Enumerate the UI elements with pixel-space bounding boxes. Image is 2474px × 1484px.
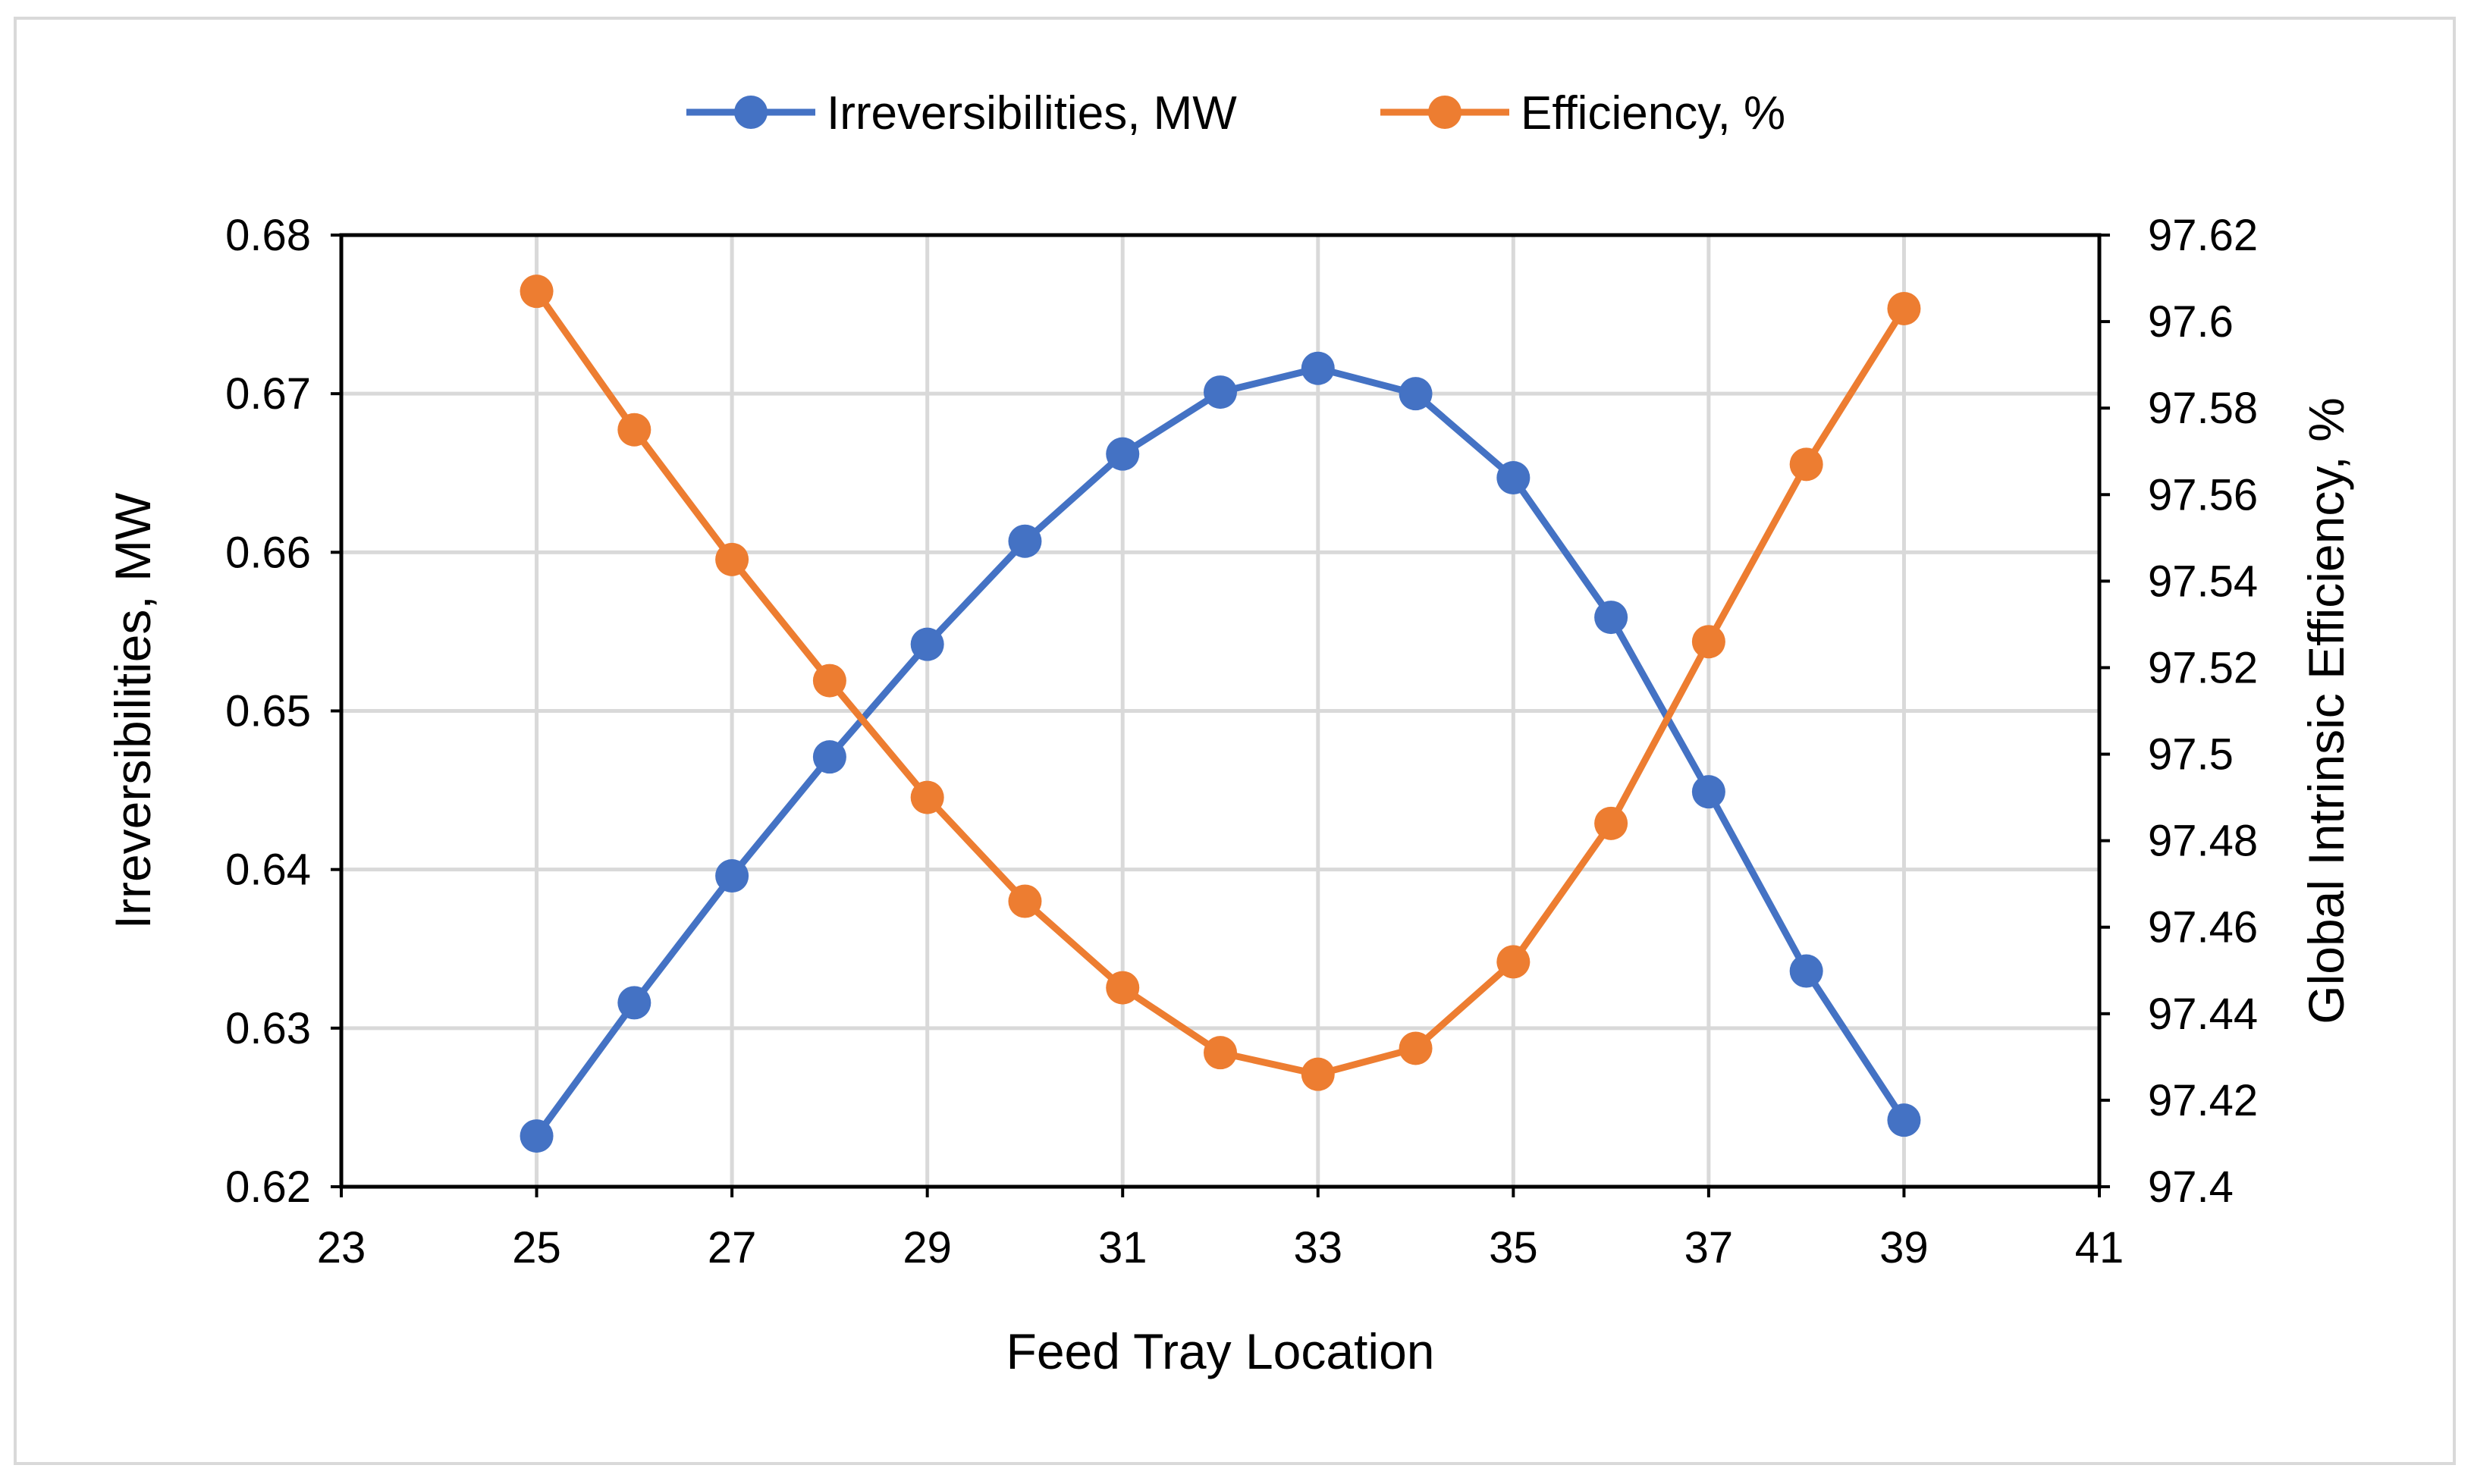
y-tick-label: 0.64 <box>225 846 311 895</box>
data-point-irreversibilities <box>1106 437 1140 471</box>
y2-axis-title: Global Intrinsic Efficiency, % <box>2298 397 2354 1024</box>
data-point-efficiency <box>910 780 944 814</box>
data-point-efficiency <box>715 542 749 576</box>
data-point-irreversibilities <box>910 627 944 661</box>
data-point-irreversibilities <box>715 859 749 893</box>
data-point-efficiency <box>1204 1036 1237 1070</box>
y2-tick-label: 97.56 <box>2148 470 2258 519</box>
data-point-irreversibilities <box>1691 775 1725 809</box>
data-point-efficiency <box>1594 806 1628 840</box>
y2-tick-label: 97.4 <box>2148 1162 2234 1212</box>
y2-tick-label: 97.42 <box>2148 1076 2258 1125</box>
x-tick-label: 31 <box>1098 1223 1148 1272</box>
data-point-irreversibilities <box>1008 524 1042 558</box>
y-tick-label: 0.68 <box>225 211 311 260</box>
data-point-irreversibilities <box>1399 377 1433 411</box>
legend-irreversibilities-label: Irreversibilities, MW <box>827 87 1237 140</box>
legend-efficiency-marker <box>1428 96 1461 129</box>
data-point-irreversibilities <box>1204 375 1237 409</box>
y-tick-label: 0.62 <box>225 1162 311 1212</box>
data-point-efficiency <box>1691 625 1725 659</box>
y2-tick-label: 97.58 <box>2148 384 2258 433</box>
y2-tick-label: 97.48 <box>2148 817 2258 866</box>
data-point-efficiency <box>1887 291 1921 325</box>
x-tick-label: 41 <box>2075 1223 2124 1272</box>
y2-tick-label: 97.6 <box>2148 297 2234 347</box>
data-point-efficiency <box>520 275 554 309</box>
y-tick-label: 0.67 <box>225 369 311 419</box>
data-point-efficiency <box>1399 1031 1433 1065</box>
series-line-irreversibilities <box>533 365 1907 1138</box>
y-tick-label: 0.65 <box>225 687 311 736</box>
gridlines <box>341 235 2099 1187</box>
legend-irreversibilities-marker <box>734 96 768 129</box>
y2-tick-label: 97.52 <box>2148 643 2258 692</box>
x-tick-label: 29 <box>903 1223 952 1272</box>
x-tick-label: 33 <box>1294 1223 1343 1272</box>
data-point-efficiency <box>617 413 651 447</box>
x-axis-title: Feed Tray Location <box>1006 1323 1435 1379</box>
y-tick-label: 0.63 <box>225 1004 311 1053</box>
data-point-efficiency <box>1496 945 1531 979</box>
data-point-irreversibilities <box>1301 351 1335 385</box>
data-point-irreversibilities <box>1594 601 1628 635</box>
x-tick-label: 39 <box>1879 1223 1929 1272</box>
data-point-irreversibilities <box>520 1119 554 1153</box>
data-point-efficiency <box>1789 447 1823 482</box>
legend: Irreversibilities, MW Efficiency, % <box>686 87 1785 140</box>
x-tick-label: 37 <box>1684 1223 1734 1272</box>
data-point-irreversibilities <box>1887 1103 1921 1137</box>
x-tick-label: 25 <box>512 1223 561 1272</box>
tick-labels: 23 25 27 29 31 33 35 37 39 41 0.62 0.63 0.64 0.65 0.66… <box>225 211 2258 1272</box>
y2-tick-label: 97.54 <box>2148 557 2258 606</box>
legend-efficiency-label: Efficiency, % <box>1521 87 1785 140</box>
chart-frame <box>14 17 2456 1465</box>
y2-tick-label: 97.46 <box>2148 903 2258 952</box>
y2-tick-label: 97.62 <box>2148 211 2258 260</box>
y-axis-title: Irreversibilities, MW <box>105 492 161 929</box>
x-tick-label: 23 <box>317 1223 366 1272</box>
data-point-irreversibilities <box>1496 461 1531 495</box>
series-layer <box>520 275 1921 1153</box>
data-point-efficiency <box>1008 884 1042 918</box>
x-tick-label: 27 <box>708 1223 757 1272</box>
data-point-irreversibilities <box>812 740 846 774</box>
data-point-efficiency <box>812 664 846 698</box>
y-tick-label: 0.66 <box>225 528 311 577</box>
x-tick-label: 35 <box>1489 1223 1538 1272</box>
y2-tick-label: 97.44 <box>2148 990 2258 1039</box>
data-point-efficiency <box>1106 971 1140 1005</box>
data-point-irreversibilities <box>1789 954 1823 988</box>
data-point-efficiency <box>1301 1057 1335 1091</box>
y2-tick-label: 97.5 <box>2148 730 2234 780</box>
data-point-irreversibilities <box>617 986 651 1020</box>
